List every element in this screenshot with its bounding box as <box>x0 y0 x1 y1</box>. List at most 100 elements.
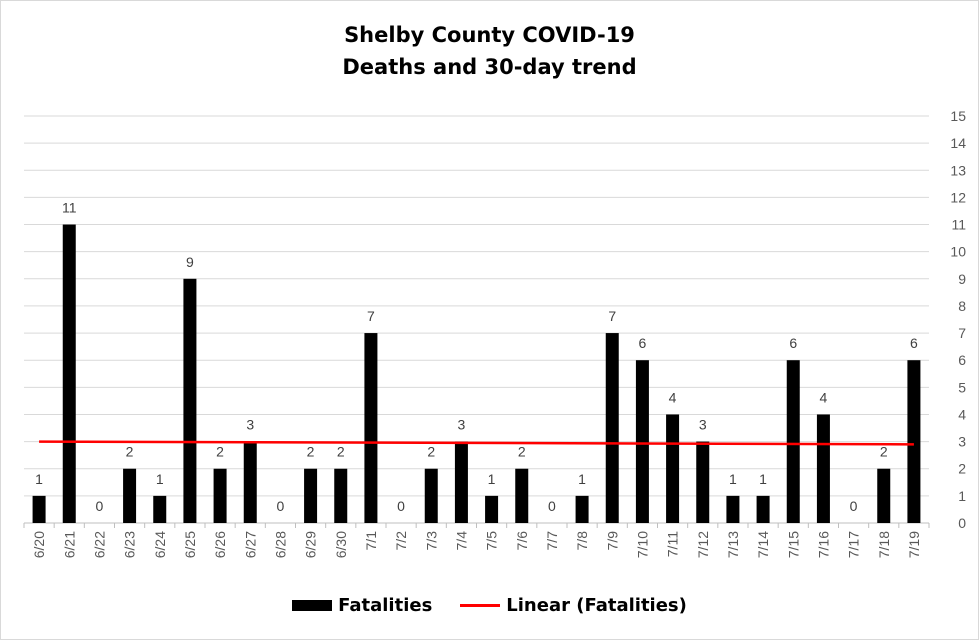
x-tick-label: 7/11 <box>665 531 681 557</box>
data-label: 2 <box>518 444 526 460</box>
chart-title-line2: Deaths and 30-day trend <box>342 55 637 79</box>
x-tick-label: 7/4 <box>453 531 469 551</box>
x-tick-label: 7/14 <box>755 531 771 558</box>
bars <box>32 224 921 524</box>
trendline-group <box>39 440 914 446</box>
data-label: 2 <box>337 444 345 460</box>
bar <box>183 278 197 523</box>
bar <box>635 360 649 523</box>
chart-title: Shelby County COVID-19 Deaths and 30-day… <box>1 19 978 83</box>
bar <box>32 495 46 523</box>
bar <box>907 360 921 523</box>
bar <box>666 414 680 523</box>
y-tick-label: 6 <box>958 352 966 368</box>
bar <box>123 468 137 523</box>
data-label: 0 <box>548 498 556 514</box>
x-tick-label: 6/28 <box>272 531 288 558</box>
y-tick-label: 2 <box>958 461 966 477</box>
legend-swatch-line <box>460 603 501 607</box>
bar <box>62 224 76 524</box>
data-label: 7 <box>367 308 375 324</box>
data-label: 1 <box>35 471 43 487</box>
bar <box>364 333 378 523</box>
x-tick-label: 7/5 <box>484 531 500 551</box>
bar <box>756 495 770 523</box>
x-tick-label: 6/23 <box>122 531 138 558</box>
x-tick-label: 6/26 <box>212 531 228 558</box>
data-label: 2 <box>307 444 315 460</box>
y-tick-label: 4 <box>958 406 966 422</box>
x-tick-label: 6/20 <box>31 531 47 558</box>
data-label: 9 <box>186 254 194 270</box>
x-tick-label: 7/6 <box>514 531 530 551</box>
data-label: 7 <box>608 308 616 324</box>
x-tick-label: 7/18 <box>876 531 892 558</box>
x-tick-label: 7/10 <box>634 531 650 558</box>
x-tick-label: 6/27 <box>242 531 258 558</box>
data-label: 3 <box>699 417 707 433</box>
data-label: 2 <box>880 444 888 460</box>
y-tick-label: 8 <box>958 298 966 314</box>
bar <box>816 414 830 523</box>
data-label: 2 <box>216 444 224 460</box>
data-label: 0 <box>277 498 285 514</box>
bar <box>877 468 891 523</box>
bar <box>334 468 348 523</box>
x-tick-label: 6/25 <box>182 531 198 558</box>
y-tick-label: 7 <box>958 325 966 341</box>
data-label: 6 <box>789 335 797 351</box>
bar <box>575 495 589 523</box>
bar <box>213 468 227 523</box>
x-tick-label: 7/7 <box>544 531 560 551</box>
y-tick-label: 12 <box>950 189 966 205</box>
y-tick-label: 3 <box>958 434 966 450</box>
x-tick-label: 7/17 <box>846 531 862 558</box>
legend: Fatalities Linear (Fatalities) <box>1 591 978 619</box>
y-tick-label: 15 <box>950 108 966 124</box>
x-tick-label: 7/8 <box>574 531 590 551</box>
y-tick-label: 0 <box>958 515 966 531</box>
x-tick-label: 7/3 <box>423 531 439 551</box>
y-tick-label: 1 <box>958 488 966 504</box>
bar <box>786 360 800 523</box>
data-label: 1 <box>729 471 737 487</box>
data-label: 0 <box>96 498 104 514</box>
x-tick-label: 7/1 <box>363 531 379 551</box>
x-tick-label: 6/21 <box>61 531 77 558</box>
gridlines <box>24 115 929 524</box>
bar <box>304 468 318 523</box>
x-tick-label: 6/22 <box>91 531 107 558</box>
trendline <box>39 440 914 446</box>
y-tick-label: 13 <box>950 162 966 178</box>
x-tick-label: 6/24 <box>152 531 168 558</box>
data-label: 1 <box>488 471 496 487</box>
bar <box>605 333 619 523</box>
bar <box>153 495 167 523</box>
data-label: 6 <box>639 335 647 351</box>
data-label: 2 <box>126 444 134 460</box>
bar <box>515 468 529 523</box>
data-label: 0 <box>397 498 405 514</box>
x-tick-label: 6/30 <box>333 531 349 558</box>
legend-item-trendline: Linear (Fatalities) <box>460 595 687 616</box>
bar <box>696 441 710 523</box>
data-label: 6 <box>910 335 918 351</box>
bar <box>243 441 257 523</box>
x-axis-ticks: 6/20 6/21 6/22 6/23 6/24 6/25 6/26 6/27 6/28 6/29… <box>23 523 930 558</box>
x-tick-label: 7/2 <box>393 531 409 551</box>
y-tick-label: 9 <box>958 271 966 287</box>
bar <box>454 441 468 523</box>
legend-label-trendline: Linear (Fatalities) <box>506 594 687 616</box>
legend-item-fatalities: Fatalities <box>292 595 432 616</box>
y-tick-label: 5 <box>958 379 966 395</box>
x-tick-label: 7/16 <box>815 531 831 558</box>
legend-swatch-bar <box>292 599 333 611</box>
y-tick-label: 14 <box>950 135 966 151</box>
x-tick-label: 7/15 <box>785 531 801 558</box>
bar <box>424 468 438 523</box>
data-label: 0 <box>850 498 858 514</box>
data-label: 11 <box>62 200 77 216</box>
